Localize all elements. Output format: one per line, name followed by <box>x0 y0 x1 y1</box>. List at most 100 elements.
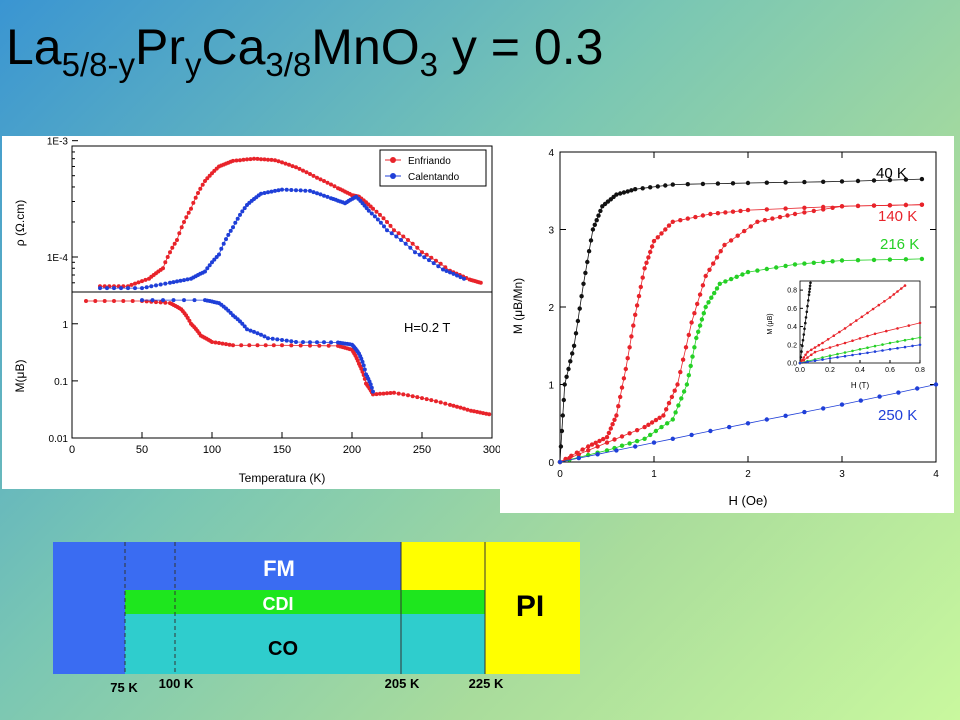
mh-series-0-point <box>655 184 660 189</box>
mh-series-2-point <box>745 269 751 275</box>
rho-series-1-point <box>235 216 240 221</box>
mh-series-3-point <box>919 202 925 207</box>
inset-series-0-point <box>801 338 805 342</box>
rho-series-0-point <box>143 277 148 282</box>
mh-series-0-point <box>592 222 597 227</box>
rho-series-0-point <box>322 179 326 183</box>
mt-series-0-point <box>326 343 331 348</box>
mt-series-0-point <box>163 300 168 305</box>
rho-series-0-point <box>381 216 386 221</box>
mh-series-1-point <box>614 413 619 418</box>
inset-series-4-point <box>806 360 809 364</box>
inset-series-0-point <box>800 350 803 353</box>
rho-series-1-point <box>231 225 235 230</box>
mh-series-2-point <box>681 389 687 394</box>
mh-series-4-point <box>858 398 863 403</box>
legend-box <box>379 149 487 187</box>
mh-series-4-point <box>745 421 751 426</box>
mh-series-3-point <box>903 202 909 208</box>
mt-series-0-point <box>224 342 228 347</box>
rho-series-0-point <box>165 255 170 259</box>
mt-series-0-line <box>86 300 490 415</box>
mh-series-3-point <box>646 422 651 427</box>
mh-series-4-point <box>839 402 845 407</box>
rho-series-1-point <box>158 282 163 287</box>
mh-series-3-point <box>692 311 697 316</box>
mh-series-2-point <box>740 272 745 277</box>
rho-series-1-point <box>98 286 102 291</box>
rho-series-1-point <box>451 271 456 276</box>
inset-series-1-point <box>892 293 896 296</box>
mt-series-0-point <box>308 343 312 348</box>
mh-series-3-point <box>785 213 790 218</box>
inset-series-4-point <box>821 358 824 361</box>
rho-series-1-point <box>413 250 417 255</box>
rho-series-0-point <box>193 195 198 200</box>
mh-series-2-point <box>830 259 835 264</box>
mh-series-0-point <box>598 208 603 214</box>
mh-series-2-point <box>701 311 706 316</box>
inset-series-4-point <box>888 348 892 351</box>
mt-series-0-point <box>187 318 192 323</box>
inset-y-label: M (μB) <box>767 313 774 334</box>
inset-y-tick-label: 0.8 <box>787 288 797 295</box>
mh-series-3-point <box>666 400 672 406</box>
mh-series-0-point <box>568 359 573 364</box>
inset-series-0-point <box>807 293 811 296</box>
mt-series-1-point <box>301 340 305 345</box>
rho-series-1-point <box>133 286 137 291</box>
mt-series-0-point <box>102 299 107 303</box>
mt-series-0-point <box>280 343 284 348</box>
mt-series-0-point <box>429 398 434 403</box>
mh-series-0-point <box>596 213 601 218</box>
phase-yellow-top <box>401 542 485 590</box>
mt-series-0-point <box>478 410 483 415</box>
mh-series-1-point <box>640 275 645 280</box>
mh-series-2-point <box>696 329 701 334</box>
inset-series-1-point <box>896 290 899 293</box>
rho-series-1-point <box>178 278 183 283</box>
rho-series-0-point <box>304 170 309 175</box>
mh-series-0-point <box>558 444 564 449</box>
rho-series-1-point <box>228 228 233 233</box>
mh-series-1-point <box>693 214 698 220</box>
mh-series-2-point <box>755 268 760 273</box>
rho-series-0-point <box>241 157 246 162</box>
m-tick-label: 3 <box>548 226 554 237</box>
mh-series-2-point <box>811 260 816 265</box>
inset-series-3-point <box>851 349 854 353</box>
mt-series-1-point <box>315 340 319 345</box>
rho-series-0-point <box>401 234 406 239</box>
mt-series-0-point <box>388 391 393 395</box>
mh-series-1-point <box>586 444 591 449</box>
mh-series-3-point <box>595 444 600 449</box>
m-tick-label: 1 <box>548 381 554 392</box>
rho-series-0-point <box>179 225 184 230</box>
mh-series-2-point <box>694 335 699 341</box>
mh-series-2-point <box>903 257 909 262</box>
inset-chart: 0.0 0.2 0.4 0.6 0.8 0.0 0.2 0.4 0.6 0.8 H (T) M (… <box>762 274 926 390</box>
inset-x-tick-label: 0.0 <box>795 367 805 374</box>
rho-axis-label: ρ (Ω.cm) <box>13 200 27 246</box>
mh-series-2-point <box>699 317 705 322</box>
mh-series-3-point <box>627 431 632 436</box>
mh-series-3-point <box>821 207 826 212</box>
rho-series-1-point <box>385 228 389 233</box>
mt-series-0-point <box>121 299 126 303</box>
mt-series-1-point <box>245 327 249 332</box>
mh-series-4-point <box>915 386 920 391</box>
inset-series-0-point <box>804 316 808 319</box>
inset-series-2-point <box>907 324 911 327</box>
mh-series-1-point <box>629 334 634 339</box>
rho-series-0-point <box>410 241 415 246</box>
mh-series-1-point <box>648 249 653 255</box>
mh-series-1-point <box>663 227 668 232</box>
rho-series-1-point <box>294 188 298 193</box>
mh-series-0-point <box>730 181 736 186</box>
phase-pi <box>485 542 580 674</box>
mh-series-4-point <box>877 394 882 399</box>
inset-series-2-point <box>918 321 922 325</box>
h-tick-label: 2 <box>745 469 751 480</box>
mh-series-2-point <box>676 403 681 408</box>
rho-series-0-point <box>252 156 256 161</box>
